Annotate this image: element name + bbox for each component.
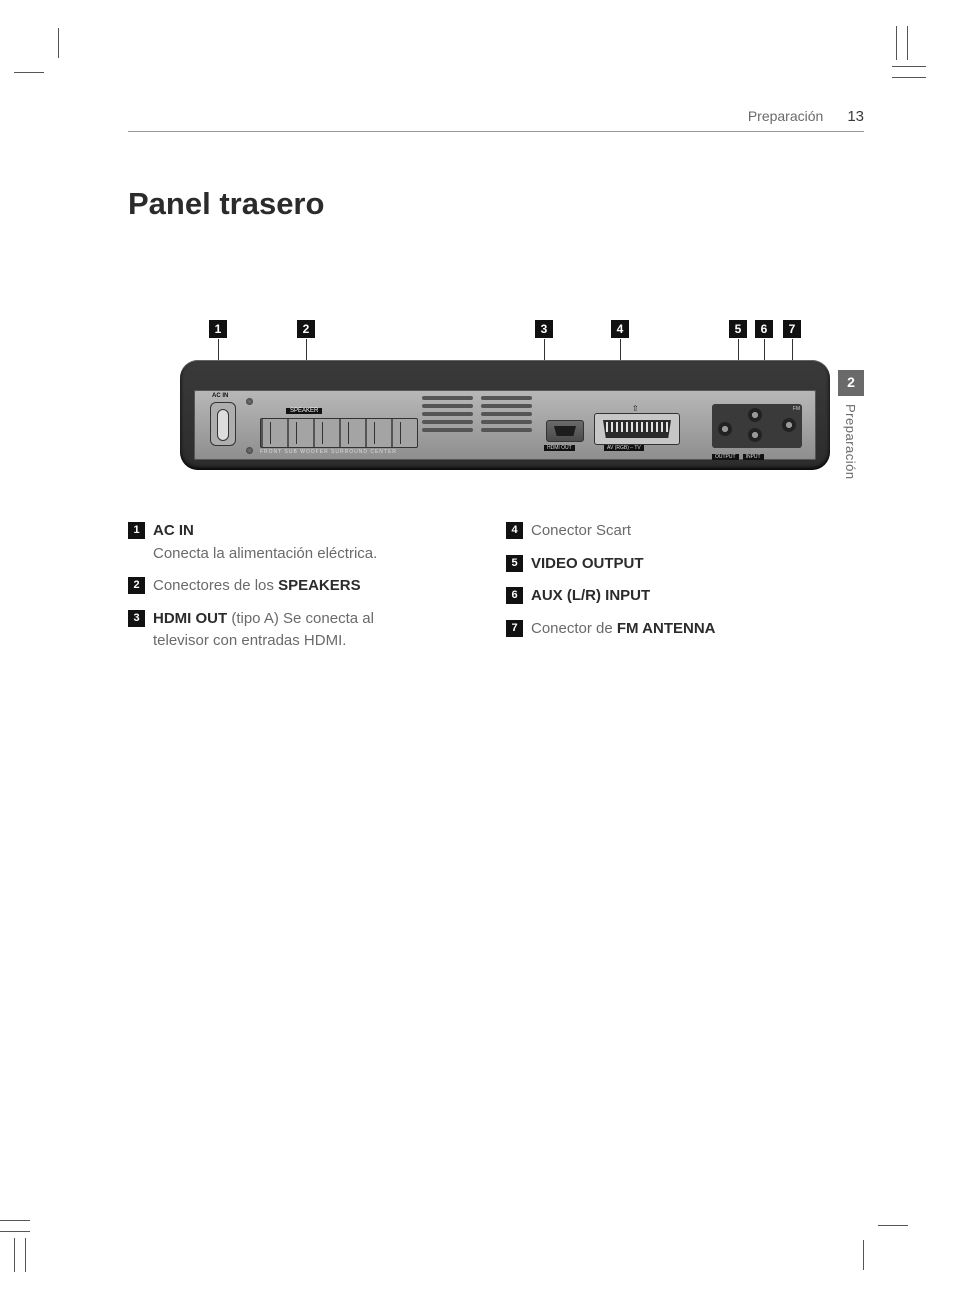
callout-1: 1 — [208, 320, 228, 338]
output-label: OUTPUT — [712, 454, 739, 460]
legend-text: Conector de FM ANTENNA — [531, 618, 716, 641]
speaker-sub-labels: FRONT SUB WOOFER SURROUND CENTER — [260, 449, 397, 455]
legend-item: 2 Conectores de los SPEAKERS — [128, 575, 466, 598]
callout-3: 3 — [534, 320, 554, 338]
legend-item: 4 Conector Scart — [506, 520, 844, 543]
fm-label: FM — [793, 406, 800, 412]
legend-text: VIDEO OUTPUT — [531, 553, 644, 576]
ac-inlet — [210, 402, 236, 446]
crop-mark-top-right — [848, 26, 908, 86]
page-header: Preparación 13 — [128, 108, 864, 132]
legend-item: 3 HDMI OUT (tipo A) Se conecta alteleviso… — [128, 608, 466, 653]
screw-icon — [246, 447, 253, 454]
speaker-terminals — [260, 418, 418, 448]
legend-item: 1 AC INConecta la alimentación eléctrica. — [128, 520, 466, 565]
callout-row: 1 2 3 4 567 — [180, 320, 830, 360]
scart-arrow-icon: ⇧ — [632, 404, 639, 413]
legend-item: 7 Conector de FM ANTENNA — [506, 618, 844, 641]
vent-slots — [422, 396, 532, 436]
legend-num: 5 — [506, 555, 523, 572]
chapter-number: 2 — [838, 370, 864, 396]
page-number: 13 — [847, 108, 864, 125]
chapter-tab: 2 Preparación — [838, 370, 864, 494]
device-panel: AC IN SPEAKER FRONT SUB WOOFER SURROUND … — [194, 390, 816, 460]
legend-item: 6 AUX (L/R) INPUT — [506, 585, 844, 608]
aux-l-jack — [748, 408, 762, 422]
legend: 1 AC INConecta la alimentación eléctrica.… — [128, 520, 844, 663]
crop-mark-top-left — [14, 28, 74, 88]
header-section: Preparación — [748, 108, 824, 124]
speaker-label: SPEAKER — [286, 408, 322, 414]
scart-pins — [606, 422, 668, 432]
legend-text: Conector Scart — [531, 520, 631, 543]
callout-2: 2 — [296, 320, 316, 338]
screw-icon — [246, 398, 253, 405]
legend-num: 4 — [506, 522, 523, 539]
fm-antenna-jack — [782, 418, 796, 432]
rca-block: FM OUTPUT INPUT — [712, 404, 802, 448]
chapter-label: Preparación — [838, 396, 863, 494]
crop-mark-bottom-left — [14, 1212, 74, 1272]
device-body: AC IN SPEAKER FRONT SUB WOOFER SURROUND … — [180, 360, 830, 470]
callout-6: 6 — [754, 320, 774, 338]
callout-5: 5 — [728, 320, 748, 338]
ac-in-label: AC IN — [212, 393, 228, 399]
legend-num: 7 — [506, 620, 523, 637]
input-label: INPUT — [743, 454, 764, 460]
callout-4: 4 — [610, 320, 630, 338]
legend-text: AUX (L/R) INPUT — [531, 585, 650, 608]
legend-num: 2 — [128, 577, 145, 594]
hdmi-port — [546, 420, 584, 442]
legend-item: 5 VIDEO OUTPUT — [506, 553, 844, 576]
scart-label: AV (RGB) – TV — [604, 445, 644, 451]
legend-num: 6 — [506, 587, 523, 604]
aux-r-jack — [748, 428, 762, 442]
hdmi-label: HDMI OUT — [544, 445, 575, 451]
legend-col-right: 4 Conector Scart 5 VIDEO OUTPUT 6 AUX (L/R) I… — [506, 520, 844, 663]
legend-num: 1 — [128, 522, 145, 539]
crop-mark-bottom-right — [848, 1210, 908, 1270]
legend-text: HDMI OUT (tipo A) Se conecta altelevisor… — [153, 608, 374, 653]
legend-text: Conectores de los SPEAKERS — [153, 575, 361, 598]
page-title: Panel trasero — [128, 186, 324, 222]
legend-num: 3 — [128, 610, 145, 627]
video-out-jack — [718, 422, 732, 436]
callout-7: 7 — [782, 320, 802, 338]
legend-text: AC INConecta la alimentación eléctrica. — [153, 520, 377, 565]
legend-col-left: 1 AC INConecta la alimentación eléctrica.… — [128, 520, 466, 663]
rear-panel-diagram: 1 2 3 4 567 AC IN SPEAKER FRONT SUB WOOFER S… — [180, 320, 830, 470]
